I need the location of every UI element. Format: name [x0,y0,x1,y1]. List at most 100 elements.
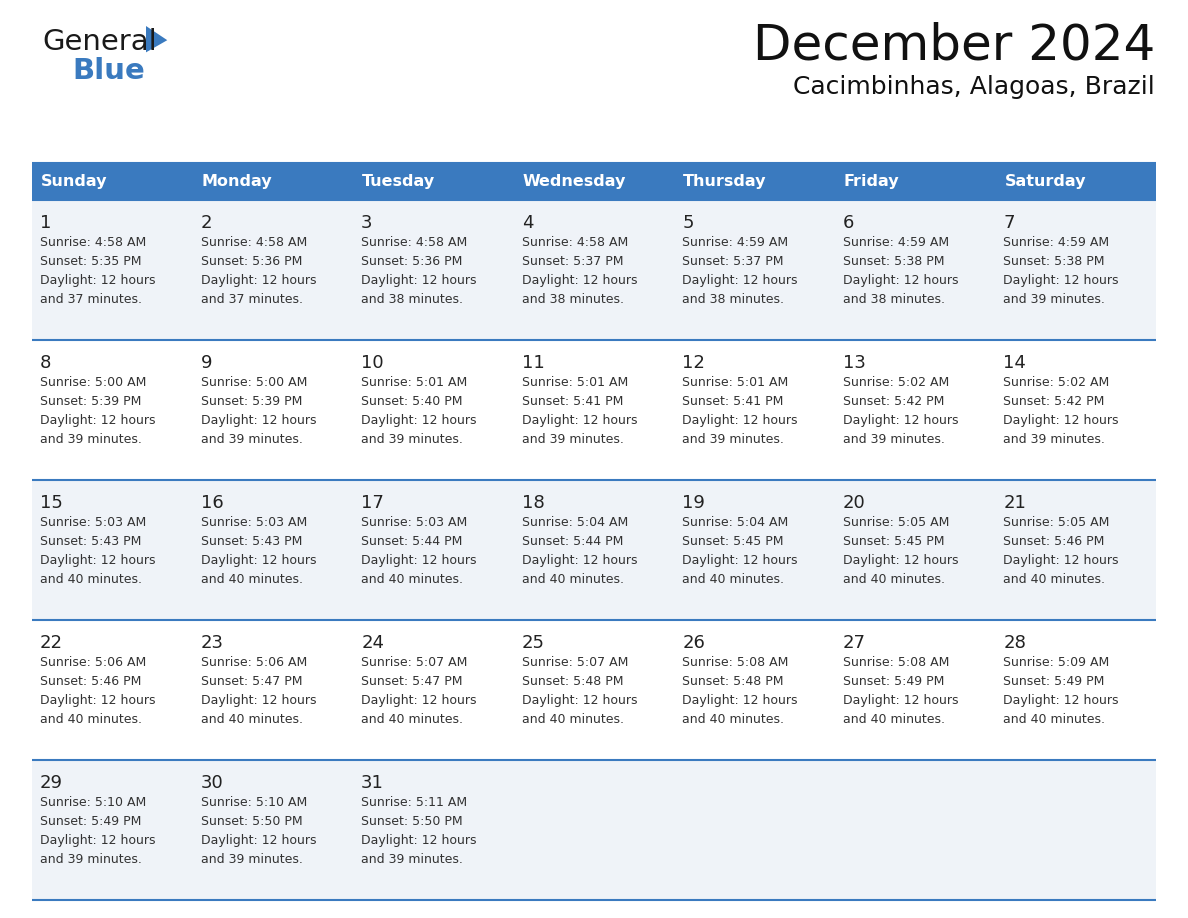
Bar [513,340,675,480]
Text: Daylight: 12 hours: Daylight: 12 hours [842,694,959,707]
Text: Sunset: 5:45 PM: Sunset: 5:45 PM [842,535,944,548]
Text: and 40 minutes.: and 40 minutes. [40,573,143,586]
Text: 1: 1 [40,214,51,232]
Text: and 39 minutes.: and 39 minutes. [1004,433,1105,446]
Text: Sunset: 5:43 PM: Sunset: 5:43 PM [40,535,141,548]
Text: Sunset: 5:46 PM: Sunset: 5:46 PM [40,675,141,688]
Text: and 40 minutes.: and 40 minutes. [682,573,784,586]
Text: Sunrise: 4:58 AM: Sunrise: 4:58 AM [361,236,467,249]
Text: Daylight: 12 hours: Daylight: 12 hours [522,694,637,707]
Bar [675,620,835,760]
Bar [513,163,675,200]
Text: Blue: Blue [72,57,145,85]
Text: Sunrise: 4:58 AM: Sunrise: 4:58 AM [201,236,307,249]
Text: Sunrise: 4:59 AM: Sunrise: 4:59 AM [682,236,789,249]
Text: Sunrise: 5:05 AM: Sunrise: 5:05 AM [1004,516,1110,529]
Text: Sunset: 5:41 PM: Sunset: 5:41 PM [522,395,623,408]
Text: 22: 22 [40,634,63,652]
Text: Daylight: 12 hours: Daylight: 12 hours [682,414,798,427]
Bar [32,200,192,340]
Bar [996,200,1156,340]
Text: Sunset: 5:36 PM: Sunset: 5:36 PM [201,255,302,268]
Text: Sunrise: 5:02 AM: Sunrise: 5:02 AM [842,376,949,389]
Text: 8: 8 [40,354,51,372]
Text: 26: 26 [682,634,706,652]
Text: Daylight: 12 hours: Daylight: 12 hours [1004,274,1119,287]
Bar [835,163,996,200]
Text: 25: 25 [522,634,545,652]
Text: Sunrise: 5:01 AM: Sunrise: 5:01 AM [682,376,789,389]
Text: Sunset: 5:50 PM: Sunset: 5:50 PM [201,815,302,828]
Text: Monday: Monday [202,174,272,189]
Text: and 37 minutes.: and 37 minutes. [40,293,143,306]
Text: 27: 27 [842,634,866,652]
Text: and 38 minutes.: and 38 minutes. [522,293,624,306]
Bar [192,163,353,200]
Text: and 39 minutes.: and 39 minutes. [361,853,463,866]
Text: Sunset: 5:39 PM: Sunset: 5:39 PM [40,395,141,408]
Polygon shape [146,26,168,52]
Bar [353,480,513,620]
Text: Sunrise: 5:11 AM: Sunrise: 5:11 AM [361,796,467,809]
Text: and 39 minutes.: and 39 minutes. [40,433,141,446]
Bar [353,340,513,480]
Text: Sunset: 5:36 PM: Sunset: 5:36 PM [361,255,462,268]
Bar [32,340,192,480]
Text: and 39 minutes.: and 39 minutes. [201,853,303,866]
Text: 12: 12 [682,354,706,372]
Text: Daylight: 12 hours: Daylight: 12 hours [522,554,637,567]
Text: 21: 21 [1004,494,1026,512]
Text: and 40 minutes.: and 40 minutes. [1004,573,1105,586]
Text: Sunset: 5:43 PM: Sunset: 5:43 PM [201,535,302,548]
Text: Daylight: 12 hours: Daylight: 12 hours [40,414,156,427]
Text: Sunset: 5:49 PM: Sunset: 5:49 PM [1004,675,1105,688]
Text: 13: 13 [842,354,866,372]
Text: Sunset: 5:40 PM: Sunset: 5:40 PM [361,395,462,408]
Text: Sunset: 5:44 PM: Sunset: 5:44 PM [361,535,462,548]
Text: and 39 minutes.: and 39 minutes. [1004,293,1105,306]
Text: Daylight: 12 hours: Daylight: 12 hours [682,554,798,567]
Text: Thursday: Thursday [683,174,766,189]
Text: and 38 minutes.: and 38 minutes. [682,293,784,306]
Text: Sunset: 5:41 PM: Sunset: 5:41 PM [682,395,784,408]
Text: Sunset: 5:46 PM: Sunset: 5:46 PM [1004,535,1105,548]
Text: 16: 16 [201,494,223,512]
Text: and 40 minutes.: and 40 minutes. [1004,713,1105,726]
Text: Daylight: 12 hours: Daylight: 12 hours [1004,414,1119,427]
Bar [353,200,513,340]
Text: Sunset: 5:38 PM: Sunset: 5:38 PM [842,255,944,268]
Text: Daylight: 12 hours: Daylight: 12 hours [201,414,316,427]
Text: Sunrise: 5:08 AM: Sunrise: 5:08 AM [682,656,789,669]
Text: and 38 minutes.: and 38 minutes. [361,293,463,306]
Text: Sunrise: 5:00 AM: Sunrise: 5:00 AM [40,376,146,389]
Text: Sunset: 5:50 PM: Sunset: 5:50 PM [361,815,463,828]
Text: Sunrise: 5:01 AM: Sunrise: 5:01 AM [522,376,628,389]
Bar [513,760,675,900]
Text: 10: 10 [361,354,384,372]
Text: Daylight: 12 hours: Daylight: 12 hours [201,274,316,287]
Text: Daylight: 12 hours: Daylight: 12 hours [40,274,156,287]
Text: Sunset: 5:48 PM: Sunset: 5:48 PM [522,675,624,688]
Text: 23: 23 [201,634,223,652]
Text: Daylight: 12 hours: Daylight: 12 hours [40,694,156,707]
Text: Daylight: 12 hours: Daylight: 12 hours [40,834,156,847]
Text: Daylight: 12 hours: Daylight: 12 hours [522,414,637,427]
Text: Sunrise: 5:10 AM: Sunrise: 5:10 AM [40,796,146,809]
Text: Sunrise: 4:59 AM: Sunrise: 4:59 AM [1004,236,1110,249]
Bar [192,760,353,900]
Text: and 38 minutes.: and 38 minutes. [842,293,944,306]
Text: December 2024: December 2024 [753,22,1155,70]
Text: Daylight: 12 hours: Daylight: 12 hours [361,834,476,847]
Text: Cacimbinhas, Alagoas, Brazil: Cacimbinhas, Alagoas, Brazil [794,75,1155,99]
Bar [32,760,192,900]
Text: Sunrise: 5:01 AM: Sunrise: 5:01 AM [361,376,467,389]
Bar [513,200,675,340]
Text: Sunrise: 5:03 AM: Sunrise: 5:03 AM [40,516,146,529]
Text: Sunrise: 5:10 AM: Sunrise: 5:10 AM [201,796,307,809]
Bar [353,760,513,900]
Text: Daylight: 12 hours: Daylight: 12 hours [842,414,959,427]
Bar [32,620,192,760]
Bar [996,163,1156,200]
Text: Daylight: 12 hours: Daylight: 12 hours [40,554,156,567]
Text: General: General [42,28,157,56]
